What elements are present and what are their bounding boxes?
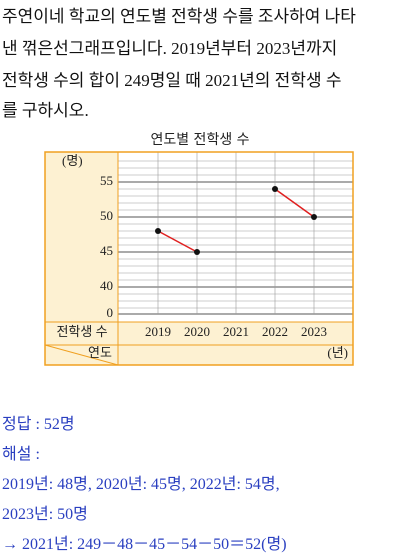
y-tick-label: 55 bbox=[100, 173, 113, 188]
y-tick-label: 40 bbox=[100, 278, 113, 293]
y-tick-label: 45 bbox=[100, 243, 113, 258]
row-label: 전학생 수 bbox=[56, 324, 107, 339]
label-column bbox=[45, 152, 118, 365]
problem-line: 낸 꺾은선그래프입니다. 2019년부터 2023년까지 bbox=[2, 39, 338, 58]
x-tick-label: 2021 bbox=[223, 324, 249, 339]
label-row bbox=[118, 322, 353, 365]
x-tick-label: 2019 bbox=[145, 324, 171, 339]
chart: 연도별 전학생 수 (명) 전학생 수 연도 (년) 0 40 45 50 55 2019… bbox=[44, 132, 354, 366]
x-label: 연도 bbox=[88, 345, 112, 360]
y-tick-label: 0 bbox=[107, 305, 114, 320]
answer-line: 2023년: 50명 bbox=[2, 506, 88, 523]
point bbox=[272, 186, 278, 192]
line bbox=[157, 230, 198, 253]
problem-line: 를 구하시오. bbox=[2, 101, 89, 120]
point bbox=[311, 214, 317, 220]
x-tick-label: 2023 bbox=[301, 324, 327, 339]
point bbox=[194, 249, 200, 255]
frame bbox=[44, 151, 354, 366]
x-tick-label: 2022 bbox=[262, 324, 288, 339]
y-tick-label: 50 bbox=[100, 208, 113, 223]
problem-line: 주연이네 학교의 연도별 전학생 수를 조사하여 나타 bbox=[2, 7, 356, 26]
chart-title: 연도별 전학생 수 bbox=[150, 132, 249, 148]
answer-line: 정답 : 52명 bbox=[2, 416, 75, 433]
point bbox=[155, 228, 161, 234]
x-unit: (년) bbox=[327, 345, 348, 360]
line bbox=[274, 188, 315, 218]
y-unit: (명) bbox=[62, 153, 83, 168]
x-tick-label: 2020 bbox=[184, 324, 210, 339]
answer-line: 2019년: 48명, 2020년: 45명, 2022년: 54명, bbox=[2, 476, 280, 493]
answer-line: → 2021년: 249－48－45－54－50＝52(명) bbox=[2, 536, 287, 553]
problem-line: 전학생 수의 합이 249명일 때 2021년의 전학생 수 bbox=[2, 71, 342, 90]
answer-line: 해설 : bbox=[2, 446, 40, 463]
diagonal bbox=[44, 344, 119, 366]
